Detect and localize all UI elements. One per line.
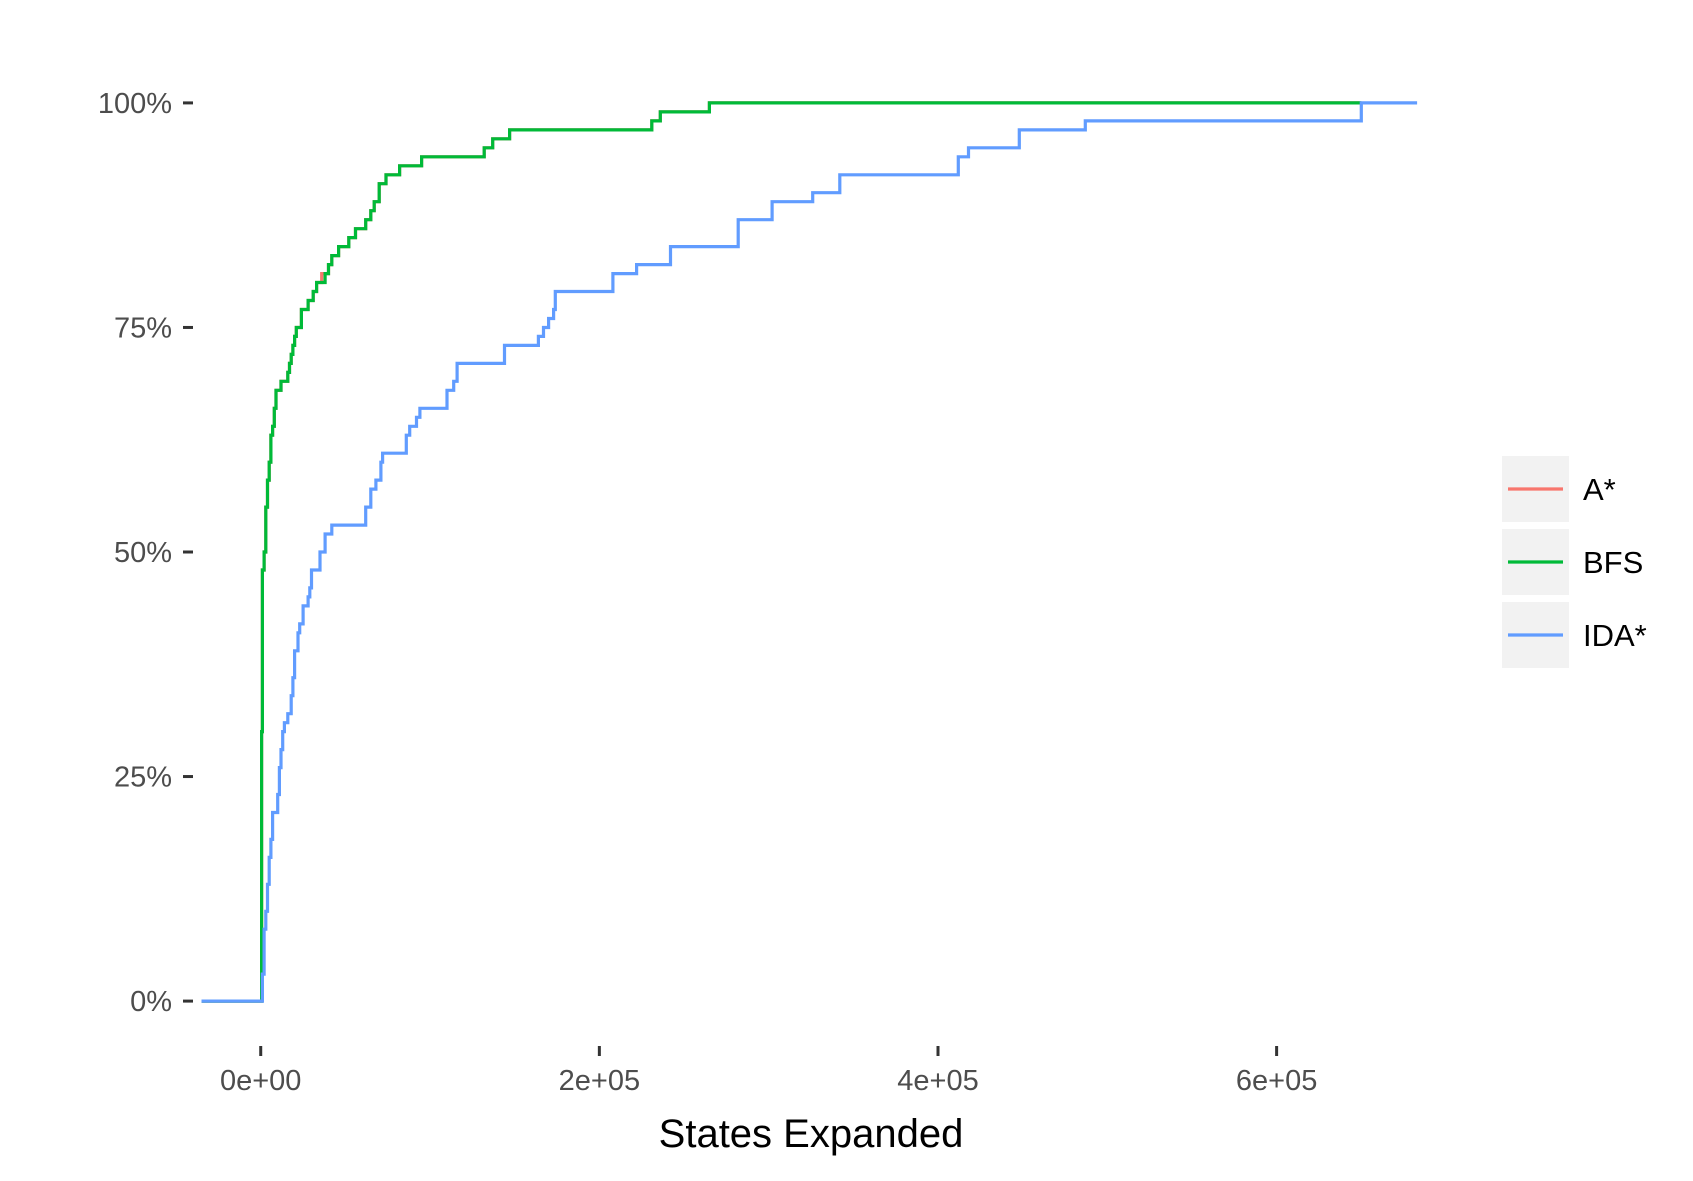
y-axis: 0% 25% 50% 75% 100% [98, 88, 193, 1018]
y-tick-label: 25% [114, 762, 172, 794]
x-tick-label: 4e+05 [897, 1065, 978, 1097]
legend: A* BFS IDA* [1502, 456, 1647, 668]
legend-label: BFS [1583, 545, 1643, 580]
y-tick-label: 100% [98, 88, 172, 120]
x-axis: 0e+00 2e+05 4e+05 6e+05 [220, 1046, 1317, 1097]
series-line-ida [201, 101, 1418, 1003]
y-tick-label: 0% [130, 986, 172, 1018]
y-tick-label: 50% [114, 537, 172, 569]
x-tick-label: 0e+00 [220, 1065, 301, 1097]
x-axis-title: States Expanded [659, 1112, 964, 1156]
y-tick-label: 75% [114, 312, 172, 344]
legend-label: IDA* [1583, 618, 1647, 653]
x-tick-label: 2e+05 [559, 1065, 640, 1097]
series-line-bfs [201, 101, 1362, 1003]
plot-area [201, 101, 1418, 1003]
legend-label: A* [1583, 472, 1616, 507]
x-tick-label: 6e+05 [1236, 1065, 1317, 1097]
series-line-a [201, 101, 1362, 1003]
